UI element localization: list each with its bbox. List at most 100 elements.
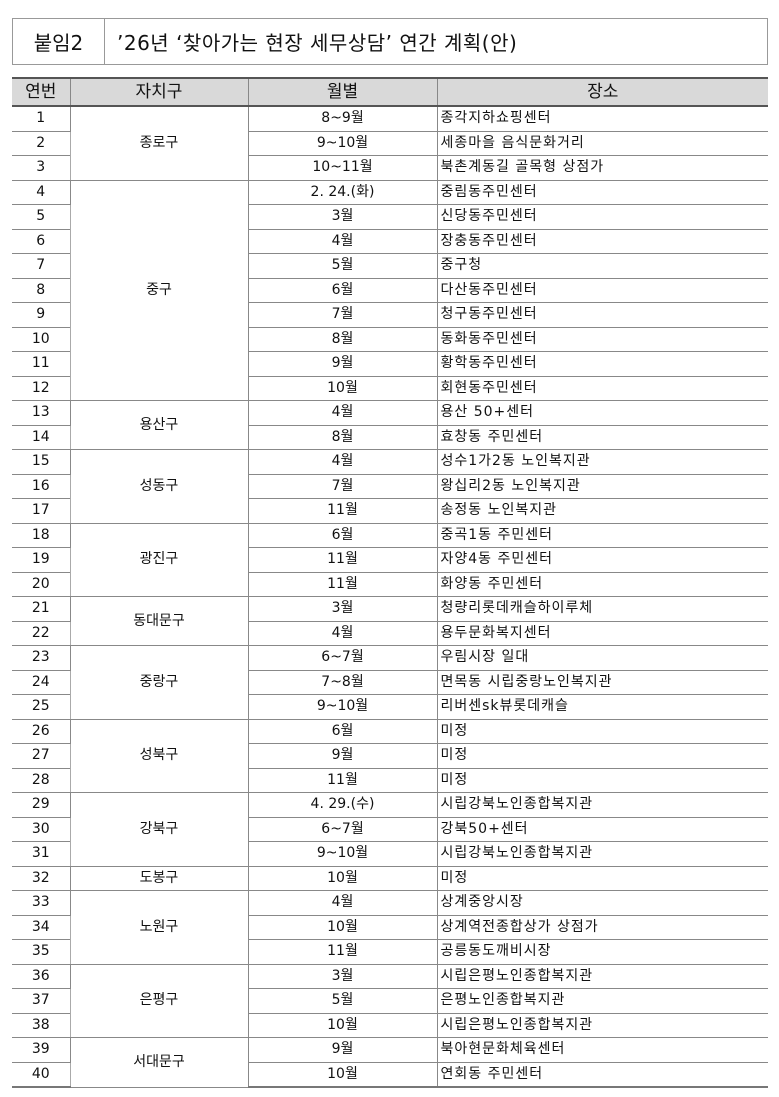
table-row: 18 광진구 6월 중곡1동 주민센터 (12, 522, 768, 597)
place-cell: 왕십리2동 노인복지관 (436, 473, 768, 499)
place-cell: 화양동 주민센터 (436, 571, 768, 597)
table-row: 26 성북구 6월 미정 (12, 718, 768, 793)
month-cell: 6월 (247, 522, 438, 548)
row-number: 22 (12, 620, 71, 646)
row-number: 29 (12, 792, 71, 818)
month-cell: 9~10월 (247, 841, 438, 867)
table-row: 6 4월 장충동주민센터 (12, 228, 768, 254)
month-cell: 4월 (247, 228, 438, 254)
table-row: 33 노원구 4월 상계중앙시장 (12, 890, 768, 965)
month-cell: 10월 (247, 1012, 438, 1038)
table-row: 10 8월 동화동주민센터 (12, 326, 768, 352)
district-cell: 서대문구 (69, 1037, 249, 1088)
header-row: 연번 자치구 월별 장소 (12, 77, 768, 107)
place-cell: 북촌계동길 골목형 상점가 (436, 155, 768, 181)
table-row: 20 11월 화양동 주민센터 (12, 571, 768, 597)
table-row: 4 중구 2. 24.(화) 중림동주민센터 (12, 179, 768, 401)
place-cell: 종각지하쇼핑센터 (436, 105, 768, 132)
month-cell: 4. 29.(수) (247, 792, 438, 818)
row-number: 17 (12, 498, 71, 524)
title-box: 붙임2 ’26년 ‘찾아가는 현장 세무상담’ 연간 계획(안) (12, 18, 768, 65)
month-cell: 9월 (247, 351, 438, 377)
row-number: 26 (12, 718, 71, 744)
row-number: 14 (12, 424, 71, 450)
month-cell: 9~10월 (247, 130, 438, 156)
month-cell: 7월 (247, 473, 438, 499)
district-cell: 성북구 (69, 718, 249, 793)
row-number: 37 (12, 988, 71, 1014)
place-cell: 강북50+센터 (436, 816, 768, 842)
month-cell: 4월 (247, 449, 438, 475)
place-cell: 다산동주민센터 (436, 277, 768, 303)
place-cell: 성수1가2동 노인복지관 (436, 449, 768, 475)
row-number: 20 (12, 571, 71, 597)
place-cell: 시립강북노인종합복지관 (436, 841, 768, 867)
month-cell: 6~7월 (247, 645, 438, 671)
table-row: 21 동대문구 3월 청량리롯데캐슬하이루체 (12, 596, 768, 646)
row-number: 25 (12, 694, 71, 720)
month-cell: 8월 (247, 326, 438, 352)
table-row: 40 10월 연회동 주민센터 (12, 1061, 768, 1088)
table-row: 8 6월 다산동주민센터 (12, 277, 768, 303)
attachment-label: 붙임2 (13, 19, 105, 64)
row-number: 34 (12, 914, 71, 940)
row-number: 39 (12, 1037, 71, 1063)
place-cell: 공릉동도깨비시장 (436, 939, 768, 965)
month-cell: 11월 (247, 767, 438, 793)
row-number: 9 (12, 302, 71, 328)
place-cell: 중구청 (436, 253, 768, 279)
place-cell: 효창동 주민센터 (436, 424, 768, 450)
row-number: 32 (12, 865, 71, 891)
header-district: 자치구 (69, 77, 249, 107)
table-row: 13 용산구 4월 용산 50+센터 (12, 400, 768, 450)
row-number: 19 (12, 547, 71, 573)
month-cell: 4월 (247, 620, 438, 646)
row-number: 8 (12, 277, 71, 303)
row-number: 31 (12, 841, 71, 867)
table-row: 3 10~11월 북촌계동길 골목형 상점가 (12, 155, 768, 181)
place-cell: 청구동주민센터 (436, 302, 768, 328)
month-cell: 6~7월 (247, 816, 438, 842)
district-cell: 은평구 (69, 963, 249, 1038)
month-cell: 10~11월 (247, 155, 438, 181)
place-cell: 우림시장 일대 (436, 645, 768, 671)
month-cell: 4월 (247, 890, 438, 916)
place-cell: 용산 50+센터 (436, 400, 768, 426)
month-cell: 6월 (247, 718, 438, 744)
header-no: 연번 (12, 77, 71, 107)
document-title: ’26년 ‘찾아가는 현장 세무상담’ 연간 계획(안) (117, 31, 518, 55)
month-cell: 11월 (247, 939, 438, 965)
table-row: 22 4월 용두문화복지센터 (12, 620, 768, 646)
month-cell: 10월 (247, 1061, 438, 1088)
month-cell: 3월 (247, 963, 438, 989)
place-cell: 중곡1동 주민센터 (436, 522, 768, 548)
month-cell: 3월 (247, 204, 438, 230)
place-cell: 시립은평노인종합복지관 (436, 1012, 768, 1038)
place-cell: 리버센sk뷰롯데캐슬 (436, 694, 768, 720)
place-cell: 신당동주민센터 (436, 204, 768, 230)
table-row: 29 강북구 4. 29.(수) 시립강북노인종합복지관 (12, 792, 768, 867)
month-cell: 11월 (247, 547, 438, 573)
place-cell: 청량리롯데캐슬하이루체 (436, 596, 768, 622)
place-cell: 상계역전종합상가 상점가 (436, 914, 768, 940)
month-cell: 3월 (247, 596, 438, 622)
table-row: 16 7월 왕십리2동 노인복지관 (12, 473, 768, 499)
district-cell: 중랑구 (69, 645, 249, 720)
table-row: 1 종로구 8~9월 종각지하쇼핑센터 (12, 105, 768, 181)
row-number: 6 (12, 228, 71, 254)
district-cell: 도봉구 (69, 865, 249, 891)
district-cell: 성동구 (69, 449, 249, 524)
row-number: 21 (12, 596, 71, 622)
place-cell: 시립은평노인종합복지관 (436, 963, 768, 989)
place-cell: 미정 (436, 865, 768, 891)
place-cell: 미정 (436, 743, 768, 769)
place-cell: 회현동주민센터 (436, 375, 768, 401)
row-number: 3 (12, 155, 71, 181)
month-cell: 7~8월 (247, 669, 438, 695)
row-number: 36 (12, 963, 71, 989)
row-number: 5 (12, 204, 71, 230)
table-row: 19 11월 자양4동 주민센터 (12, 547, 768, 573)
header-place: 장소 (436, 77, 768, 107)
district-cell: 광진구 (69, 522, 249, 597)
month-cell: 9월 (247, 1037, 438, 1063)
